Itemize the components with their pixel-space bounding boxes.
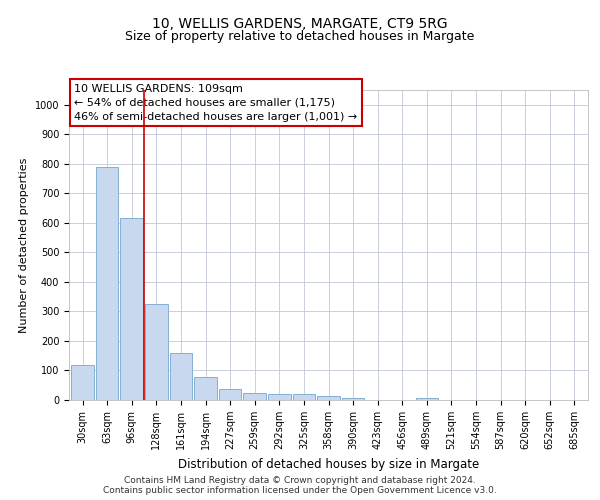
X-axis label: Distribution of detached houses by size in Margate: Distribution of detached houses by size … xyxy=(178,458,479,470)
Bar xyxy=(244,392,266,400)
Text: Contains HM Land Registry data © Crown copyright and database right 2024.
Contai: Contains HM Land Registry data © Crown c… xyxy=(103,476,497,495)
Bar xyxy=(170,354,192,400)
Bar xyxy=(293,394,315,400)
Bar xyxy=(317,396,340,400)
Bar xyxy=(219,389,241,400)
Bar xyxy=(268,394,290,400)
Text: 10 WELLIS GARDENS: 109sqm
← 54% of detached houses are smaller (1,175)
46% of se: 10 WELLIS GARDENS: 109sqm ← 54% of detac… xyxy=(74,84,358,122)
Bar xyxy=(416,398,438,400)
Bar xyxy=(145,304,167,400)
Y-axis label: Number of detached properties: Number of detached properties xyxy=(19,158,29,332)
Bar xyxy=(342,398,364,400)
Bar xyxy=(71,364,94,400)
Text: Size of property relative to detached houses in Margate: Size of property relative to detached ho… xyxy=(125,30,475,43)
Text: 10, WELLIS GARDENS, MARGATE, CT9 5RG: 10, WELLIS GARDENS, MARGATE, CT9 5RG xyxy=(152,18,448,32)
Bar xyxy=(96,167,118,400)
Bar xyxy=(121,218,143,400)
Bar xyxy=(194,377,217,400)
